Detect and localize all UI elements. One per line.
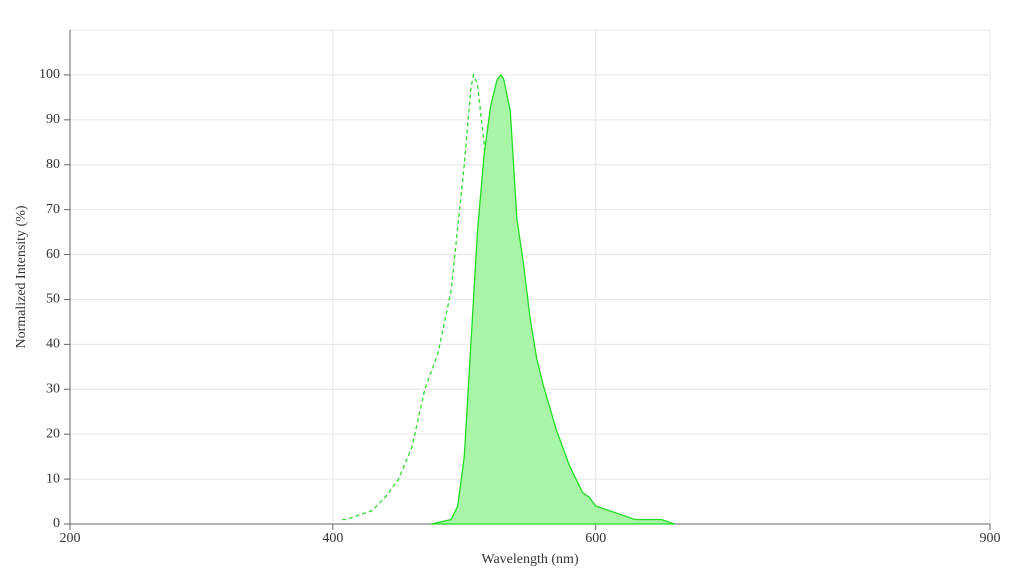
x-tick-label: 900 (980, 531, 1001, 546)
y-tick-label: 70 (46, 202, 60, 217)
y-tick-label: 90 (46, 112, 60, 127)
x-tick-label: 200 (60, 531, 81, 546)
y-tick-label: 60 (46, 247, 60, 262)
x-tick-label: 400 (322, 531, 343, 546)
y-tick-label: 40 (46, 337, 60, 352)
y-tick-label: 50 (46, 292, 60, 307)
y-tick-label: 80 (46, 157, 60, 172)
y-axis-title: Normalized Intensity (%) (14, 205, 29, 348)
x-tick-label: 600 (585, 531, 606, 546)
x-axis-title: Wavelength (nm) (481, 552, 579, 567)
y-tick-label: 0 (53, 516, 60, 531)
y-tick-label: 100 (39, 67, 60, 82)
y-tick-label: 10 (46, 471, 60, 486)
y-tick-label: 20 (46, 426, 60, 441)
area (431, 73, 675, 525)
y-tick-label: 30 (46, 381, 60, 396)
